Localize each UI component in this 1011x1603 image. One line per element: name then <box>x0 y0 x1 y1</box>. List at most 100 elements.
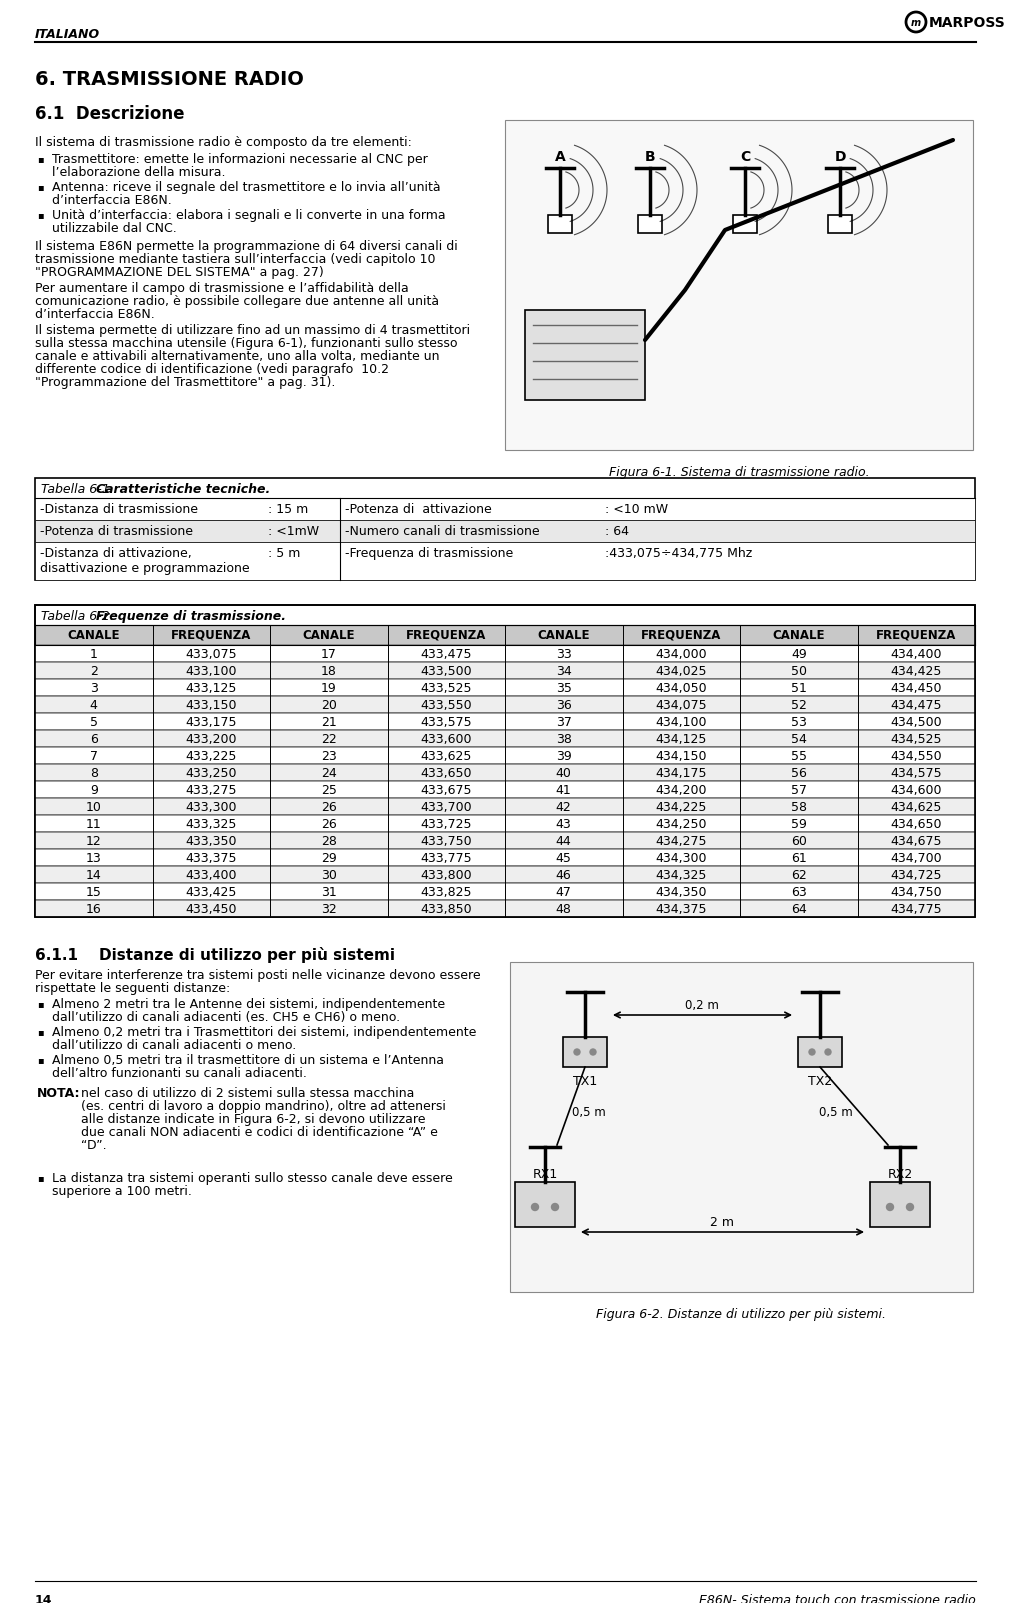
Text: 29: 29 <box>320 853 337 866</box>
Bar <box>35 883 975 899</box>
Text: 6.1  Descrizione: 6.1 Descrizione <box>35 106 184 123</box>
Text: 434,775: 434,775 <box>891 902 942 915</box>
Text: sulla stessa macchina utensile (Figura 6-1), funzionanti sullo stesso: sulla stessa macchina utensile (Figura 6… <box>35 337 458 349</box>
Text: 433,325: 433,325 <box>186 818 237 830</box>
Text: 56: 56 <box>791 766 807 781</box>
Text: 434,250: 434,250 <box>655 818 707 830</box>
Text: 434,600: 434,600 <box>891 784 942 797</box>
Text: La distanza tra sistemi operanti sullo stesso canale deve essere: La distanza tra sistemi operanti sullo s… <box>52 1172 453 1185</box>
Bar <box>870 1181 930 1226</box>
Text: 46: 46 <box>556 869 571 882</box>
Text: 434,150: 434,150 <box>655 750 707 763</box>
Bar <box>35 899 975 917</box>
Text: 7: 7 <box>90 750 98 763</box>
Text: 21: 21 <box>320 717 337 729</box>
Text: dall’utilizzo di canali adiacenti (es. CH5 e CH6) o meno.: dall’utilizzo di canali adiacenti (es. C… <box>52 1011 400 1024</box>
Text: -Distanza di trasmissione: -Distanza di trasmissione <box>40 503 198 516</box>
Text: 4: 4 <box>90 699 98 712</box>
Text: 60: 60 <box>791 835 807 848</box>
Text: 0,2 m: 0,2 m <box>685 999 719 1011</box>
Bar <box>515 1181 575 1226</box>
Bar <box>548 215 572 232</box>
Circle shape <box>907 1204 914 1210</box>
Text: 434,125: 434,125 <box>655 733 707 745</box>
Text: superiore a 100 metri.: superiore a 100 metri. <box>52 1185 192 1197</box>
Bar <box>35 713 975 729</box>
Text: 48: 48 <box>556 902 571 915</box>
Text: "Programmazione del Trasmettitore" a pag. 31).: "Programmazione del Trasmettitore" a pag… <box>35 377 336 390</box>
Circle shape <box>809 1048 815 1055</box>
Text: 16: 16 <box>86 902 102 915</box>
Text: 434,100: 434,100 <box>655 717 707 729</box>
Text: 433,750: 433,750 <box>421 835 472 848</box>
Text: 433,100: 433,100 <box>185 665 237 678</box>
Text: d’interfaccia E86N.: d’interfaccia E86N. <box>35 308 155 321</box>
Text: 14: 14 <box>35 1593 53 1603</box>
Bar <box>35 696 975 713</box>
Bar <box>35 747 975 765</box>
Text: 433,675: 433,675 <box>421 784 472 797</box>
Text: ▪: ▪ <box>37 210 43 220</box>
Text: 55: 55 <box>791 750 807 763</box>
Bar <box>35 866 975 883</box>
Text: 63: 63 <box>791 886 807 899</box>
Text: differente codice di identificazione (vedi paragrafo  10.2: differente codice di identificazione (ve… <box>35 362 389 377</box>
Text: 26: 26 <box>320 802 337 814</box>
Text: CANALE: CANALE <box>68 628 120 641</box>
Text: TX1: TX1 <box>573 1076 598 1088</box>
Text: : <10 mW: : <10 mW <box>605 503 668 516</box>
Text: nel caso di utilizzo di 2 sistemi sulla stessa macchina: nel caso di utilizzo di 2 sistemi sulla … <box>81 1087 415 1100</box>
Text: 3: 3 <box>90 681 98 696</box>
Text: 434,550: 434,550 <box>891 750 942 763</box>
Bar <box>510 962 973 1292</box>
Text: (es. centri di lavoro a doppio mandrino), oltre ad attenersi: (es. centri di lavoro a doppio mandrino)… <box>81 1100 446 1112</box>
Text: 49: 49 <box>791 648 807 660</box>
Text: 434,375: 434,375 <box>655 902 707 915</box>
Text: 54: 54 <box>791 733 807 745</box>
Text: 434,300: 434,300 <box>655 853 707 866</box>
Text: 434,325: 434,325 <box>655 869 707 882</box>
Text: CANALE: CANALE <box>302 628 355 641</box>
Text: 433,225: 433,225 <box>186 750 237 763</box>
Text: 433,425: 433,425 <box>186 886 237 899</box>
Text: 61: 61 <box>791 853 807 866</box>
Text: TX2: TX2 <box>808 1076 832 1088</box>
Bar <box>35 499 975 519</box>
Text: Trasmettitore: emette le informazioni necessarie al CNC per: Trasmettitore: emette le informazioni ne… <box>52 152 428 167</box>
Text: 52: 52 <box>791 699 807 712</box>
Text: 6.1.1    Distanze di utilizzo per più sistemi: 6.1.1 Distanze di utilizzo per più siste… <box>35 947 395 963</box>
Text: 434,025: 434,025 <box>655 665 707 678</box>
Text: 17: 17 <box>320 648 337 660</box>
Text: 35: 35 <box>556 681 571 696</box>
Text: 0,5 m: 0,5 m <box>819 1106 853 1119</box>
Text: FREQUENZA: FREQUENZA <box>171 628 252 641</box>
Bar <box>798 1037 842 1068</box>
Bar <box>35 729 975 747</box>
Circle shape <box>532 1204 539 1210</box>
Text: Il sistema E86N permette la programmazione di 64 diversi canali di: Il sistema E86N permette la programmazio… <box>35 240 458 253</box>
Text: 53: 53 <box>791 717 807 729</box>
Text: Per aumentare il campo di trasmissione e l’affidabilità della: Per aumentare il campo di trasmissione e… <box>35 282 408 295</box>
Bar <box>35 604 975 917</box>
Text: 44: 44 <box>556 835 571 848</box>
Text: 433,175: 433,175 <box>185 717 237 729</box>
Text: 50: 50 <box>791 665 807 678</box>
Text: 433,600: 433,600 <box>421 733 472 745</box>
Bar <box>35 519 975 542</box>
Text: 36: 36 <box>556 699 571 712</box>
Circle shape <box>551 1204 558 1210</box>
Text: 433,525: 433,525 <box>421 681 472 696</box>
Text: :433,075÷434,775 Mhz: :433,075÷434,775 Mhz <box>605 547 752 559</box>
Text: 433,300: 433,300 <box>185 802 237 814</box>
Text: 434,575: 434,575 <box>891 766 942 781</box>
Text: 434,650: 434,650 <box>891 818 942 830</box>
Text: CANALE: CANALE <box>538 628 590 641</box>
Text: canale e attivabili alternativamente, uno alla volta, mediante un: canale e attivabili alternativamente, un… <box>35 349 440 362</box>
Bar <box>733 215 757 232</box>
Text: 433,775: 433,775 <box>421 853 472 866</box>
Text: 13: 13 <box>86 853 102 866</box>
Text: ▪: ▪ <box>37 999 43 1008</box>
Text: 434,000: 434,000 <box>655 648 707 660</box>
Bar <box>35 765 975 781</box>
Text: ▪: ▪ <box>37 183 43 192</box>
